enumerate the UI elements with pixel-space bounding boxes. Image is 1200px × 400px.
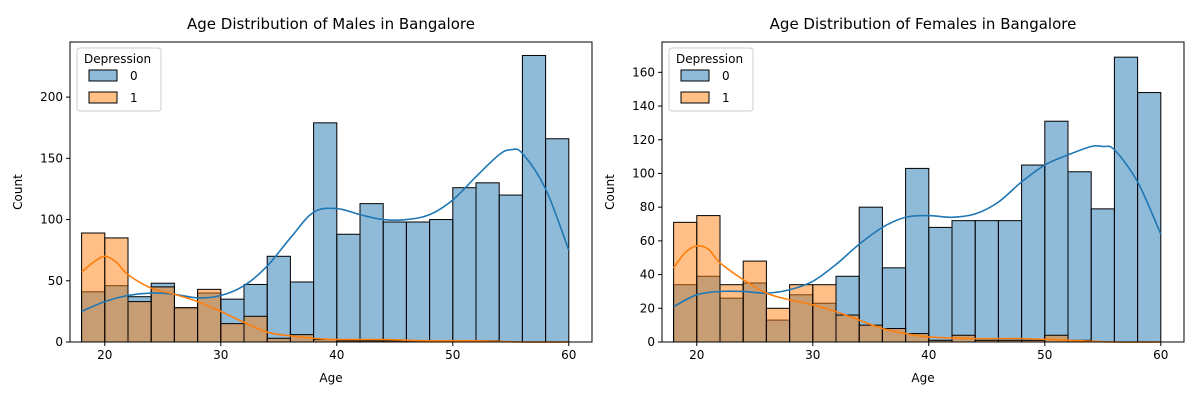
x-tick-label: 50 — [445, 348, 460, 362]
bar-series-0-bin-14 — [405, 221, 431, 343]
chart-title: Age Distribution of Males in Bangalore — [187, 15, 475, 33]
legend-swatch-0 — [680, 69, 710, 82]
bar-series-1-bin-1 — [696, 215, 721, 343]
legend-swatch-1 — [680, 91, 710, 104]
kde-line-series-1 — [81, 255, 569, 343]
bar-series-0-bin-19 — [1113, 56, 1139, 343]
histogram-bars — [81, 54, 570, 343]
bar-series-1-bin-2 — [719, 284, 744, 343]
bar-series-0-bin-20 — [1137, 92, 1162, 343]
legend: Depression 0 1 — [76, 47, 162, 112]
bar-series-0-bin-12 — [951, 220, 976, 343]
x-tick-label: 60 — [561, 348, 576, 362]
y-tick-label: 150 — [40, 151, 63, 165]
x-tick-label: 40 — [329, 348, 344, 362]
y-tick-label: 100 — [40, 213, 63, 227]
y-tick-label: 200 — [40, 90, 63, 104]
bar-series-0-bin-16 — [1044, 120, 1069, 343]
kde-lines — [672, 144, 1162, 343]
bar-series-0-bin-14 — [997, 220, 1023, 343]
y-axis: 0 50 100 150 200 — [40, 90, 70, 349]
y-axis-label: Count — [603, 174, 617, 210]
bar-series-1-bin-6 — [812, 284, 837, 343]
y-tick-label: 100 — [632, 166, 655, 180]
bar-series-1-bin-0 — [81, 232, 106, 343]
x-axis-label: Age — [911, 371, 934, 385]
bar-series-1-bin-4 — [765, 307, 791, 343]
legend-swatch-0 — [88, 69, 118, 82]
x-tick-label: 30 — [805, 348, 820, 362]
bar-series-0-bin-18 — [498, 194, 523, 343]
legend: Depression 0 1 — [668, 47, 754, 112]
legend-title: Depression — [84, 52, 151, 66]
x-tick-label: 30 — [213, 348, 228, 362]
kde-line-series-0 — [81, 148, 570, 313]
bar-series-1-bin-6 — [220, 323, 245, 343]
bar-series-1-bin-16 — [1044, 334, 1069, 343]
y-axis: 0 20 40 60 80 100 120 140 160 — [632, 65, 662, 349]
chart-panel-females: Age Distribution of Females in Bangalore… — [603, 15, 1185, 385]
legend-label-0: 0 — [722, 69, 730, 83]
bar-series-0-bin-18 — [1090, 208, 1115, 343]
bar-series-0-bin-19 — [521, 54, 547, 343]
x-axis-label: Age — [319, 371, 342, 385]
chart-panel-males: Age Distribution of Males in Bangalore A… — [11, 15, 593, 385]
x-tick-label: 20 — [97, 348, 112, 362]
kde-lines — [81, 148, 570, 343]
x-tick-label: 60 — [1153, 348, 1168, 362]
bar-series-0-bin-9 — [289, 281, 315, 343]
bar-series-0-bin-10 — [313, 122, 338, 343]
plot-frame — [661, 41, 1185, 343]
legend-label-1: 1 — [722, 91, 730, 105]
bar-series-1-bin-4 — [173, 307, 199, 343]
bar-series-0-bin-12 — [359, 203, 384, 343]
bar-series-1-bin-0 — [673, 221, 698, 343]
bar-series-1-bin-8 — [266, 337, 291, 343]
x-axis: 20 30 40 50 60 — [689, 342, 1168, 362]
bar-series-1-bin-7 — [243, 315, 268, 343]
bar-series-0-bin-13 — [382, 221, 407, 343]
kde-line-series-1 — [672, 245, 1161, 343]
bar-series-0-bin-16 — [452, 187, 477, 343]
bar-series-1-bin-3 — [150, 286, 175, 343]
bar-series-0-bin-8 — [266, 255, 291, 343]
y-tick-label: 80 — [640, 200, 655, 214]
bar-series-0-bin-11 — [928, 226, 953, 343]
x-tick-label: 50 — [1037, 348, 1052, 362]
legend-label-0: 0 — [130, 69, 138, 83]
y-tick-label: 160 — [632, 65, 655, 79]
bar-series-1-bin-1 — [104, 237, 129, 343]
legend-title: Depression — [676, 52, 743, 66]
x-axis: 20 30 40 50 60 — [97, 342, 576, 362]
legend-label-1: 1 — [130, 91, 138, 105]
bar-series-1-bin-2 — [127, 301, 152, 343]
y-tick-label: 120 — [632, 133, 655, 147]
bar-series-0-bin-17 — [1067, 171, 1092, 343]
bar-series-0-bin-13 — [974, 220, 999, 343]
x-tick-label: 20 — [689, 348, 704, 362]
bar-series-0-bin-17 — [475, 182, 500, 343]
kde-line-series-0 — [673, 144, 1162, 308]
plot-frame — [69, 41, 593, 343]
chart-title: Age Distribution of Females in Bangalore — [770, 15, 1077, 33]
bar-series-0-bin-10 — [905, 167, 930, 343]
bar-series-0-bin-15 — [429, 219, 454, 343]
y-tick-label: 0 — [647, 335, 655, 349]
y-axis-label: Count — [11, 174, 25, 210]
bar-series-0-bin-15 — [1021, 164, 1046, 343]
y-tick-label: 0 — [55, 335, 63, 349]
y-tick-label: 50 — [48, 274, 63, 288]
legend-swatch-1 — [88, 91, 118, 104]
y-tick-label: 40 — [640, 268, 655, 282]
y-tick-label: 60 — [640, 234, 655, 248]
bar-series-1-bin-5 — [789, 284, 814, 343]
bar-series-1-bin-3 — [742, 260, 767, 343]
x-tick-label: 40 — [921, 348, 936, 362]
bar-series-0-bin-11 — [336, 233, 361, 343]
y-tick-label: 140 — [632, 99, 655, 113]
y-tick-label: 20 — [640, 301, 655, 315]
